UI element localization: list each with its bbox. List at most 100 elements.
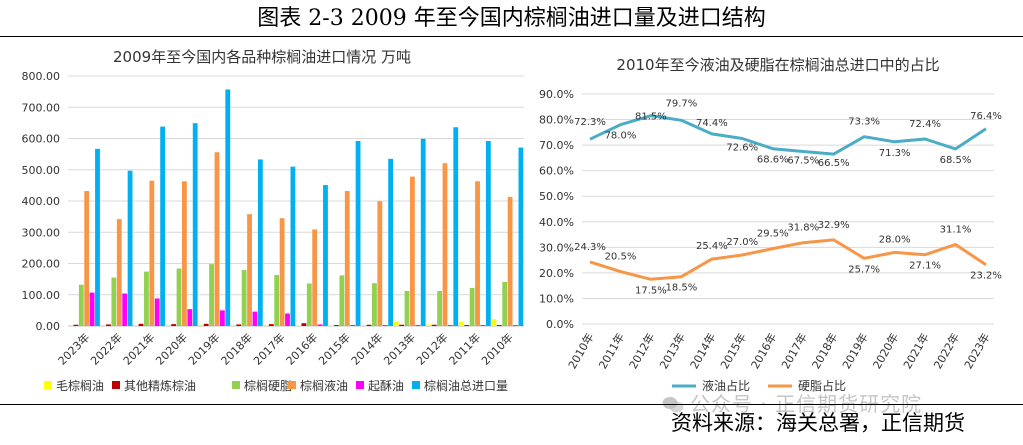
- bar-1: [263, 324, 269, 326]
- data-label: 25.4%: [696, 241, 728, 252]
- y-tick-label: 90.0%: [539, 88, 574, 101]
- legend-swatch: [412, 381, 420, 389]
- x-tick-label: 2021年: [120, 330, 157, 367]
- bar-3: [274, 275, 280, 326]
- x-tick-label: 2022年: [88, 330, 125, 367]
- bar-5: [350, 325, 356, 326]
- x-tick-label: 2019年: [839, 331, 871, 372]
- data-label: 17.5%: [635, 285, 667, 296]
- x-tick-label: 2011年: [595, 331, 627, 372]
- bar-6: [192, 123, 198, 326]
- bar-6: [485, 141, 491, 326]
- bar-6: [225, 89, 231, 326]
- bar-1: [198, 324, 204, 326]
- bar-2: [496, 325, 502, 326]
- data-label: 31.8%: [787, 223, 819, 234]
- bar-5: [317, 324, 323, 326]
- x-tick-label: 2020年: [870, 331, 902, 372]
- x-tick-label: 2019年: [185, 330, 222, 367]
- bar-2: [399, 324, 404, 326]
- bar-6: [257, 159, 263, 326]
- bar-3: [437, 291, 442, 326]
- y-tick-label: 40.0%: [539, 216, 574, 229]
- y-tick-label: 80.0%: [539, 114, 574, 127]
- bar-6: [518, 147, 524, 326]
- x-tick-label: 2013年: [381, 330, 418, 367]
- data-label: 23.2%: [970, 271, 1002, 282]
- legend-label: 硬脂占比: [798, 378, 846, 393]
- bar-5: [285, 313, 290, 326]
- legend-swatch: [112, 381, 120, 389]
- bar-5: [415, 325, 421, 326]
- x-tick-label: 2023年: [961, 331, 993, 372]
- y-tick-label: 700.00: [22, 101, 61, 114]
- x-tick-label: 2020年: [153, 330, 190, 367]
- y-tick-label: 60.0%: [539, 165, 574, 178]
- bar-5: [513, 325, 518, 326]
- x-tick-label: 2010年: [565, 331, 597, 372]
- bar-1: [361, 325, 367, 326]
- bar-2: [334, 325, 339, 326]
- bar-2: [464, 325, 470, 326]
- bar-2: [236, 324, 242, 326]
- x-tick-label: 2022年: [931, 331, 963, 372]
- bar-4: [377, 201, 383, 326]
- bar-4: [312, 229, 318, 326]
- x-tick-label: 2014年: [348, 330, 385, 367]
- data-label: 72.3%: [574, 117, 606, 128]
- top-rule: [0, 36, 1023, 37]
- bar-2: [366, 324, 372, 326]
- bar-2: [431, 324, 437, 326]
- x-tick-label: 2021年: [900, 331, 932, 372]
- bar-2: [268, 324, 274, 327]
- bar-1: [230, 325, 236, 326]
- bar-4: [214, 152, 220, 326]
- legend-label: 其他精炼棕油: [124, 378, 196, 393]
- bar-4: [182, 181, 187, 326]
- data-label: 79.7%: [665, 98, 697, 109]
- source-note: 资料来源：海关总署，正信期货: [671, 411, 965, 435]
- y-tick-label: 500.00: [22, 164, 61, 177]
- bar-6: [420, 138, 426, 326]
- y-tick-label: 70.0%: [539, 139, 574, 152]
- y-tick-label: 300.00: [22, 226, 61, 239]
- bar-6: [388, 158, 394, 326]
- data-label: 20.5%: [605, 252, 637, 263]
- data-label: 31.1%: [940, 225, 972, 236]
- line-series-2: [589, 238, 987, 281]
- legend-swatch: [44, 381, 52, 389]
- bar-1: [133, 325, 139, 326]
- data-label: 76.4%: [970, 111, 1002, 122]
- bar-5: [480, 325, 486, 326]
- bar-5: [122, 293, 128, 326]
- bar-6: [355, 141, 361, 326]
- x-tick-label: 2012年: [413, 330, 450, 367]
- bar-1: [68, 325, 73, 326]
- bar-3: [372, 283, 377, 326]
- bar-4: [410, 176, 415, 327]
- bottom-rule: [0, 404, 1023, 405]
- y-tick-label: 20.0%: [539, 267, 574, 280]
- bar-2: [203, 323, 209, 326]
- x-tick-label: 2023年: [55, 330, 92, 367]
- bar-3: [144, 271, 149, 327]
- bar-4: [475, 181, 480, 326]
- data-label: 72.4%: [909, 119, 941, 130]
- bar-1: [296, 325, 301, 327]
- bar-5: [252, 311, 258, 327]
- bar-1: [393, 321, 399, 327]
- figure-title: 图表 2-3 2009 年至今国内棕榈油进口量及进口结构: [257, 6, 766, 31]
- bar-6: [160, 126, 166, 327]
- data-label: 73.3%: [848, 117, 880, 128]
- data-label: 25.7%: [848, 264, 880, 275]
- x-tick-label: 2013年: [656, 331, 688, 372]
- bar-1: [458, 321, 464, 327]
- bar-2: [106, 324, 111, 326]
- y-tick-label: 800.00: [22, 70, 61, 83]
- bar-2: [171, 324, 176, 327]
- data-label: 71.3%: [879, 148, 911, 159]
- y-tick-label: 100.00: [22, 289, 61, 302]
- y-tick-label: 30.0%: [539, 241, 574, 254]
- legend-label: 棕榈硬脂: [244, 378, 292, 393]
- x-tick-label: 2018年: [218, 330, 255, 367]
